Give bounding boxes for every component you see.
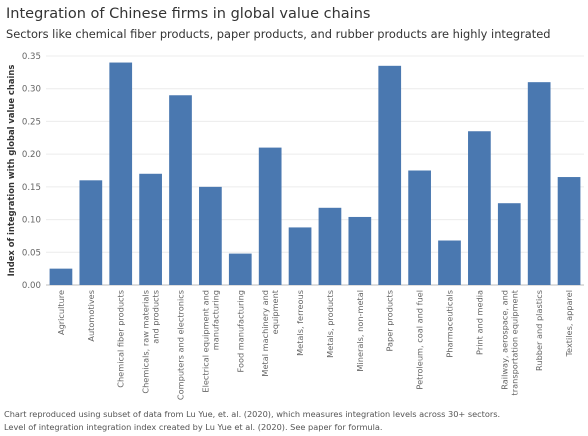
bar <box>318 207 342 285</box>
y-tick-label: 0.00 <box>22 281 41 291</box>
y-tick-label: 0.05 <box>22 248 41 258</box>
bar <box>497 203 521 285</box>
x-tick-label: Paper products <box>385 290 395 352</box>
footnote-source: Chart reproduced using subset of data fr… <box>4 409 501 419</box>
x-tick-label: Railway, aerospace, and <box>499 290 509 390</box>
bar <box>438 240 461 285</box>
bar <box>228 253 252 285</box>
x-tick-label: Print and media <box>474 290 484 355</box>
bar <box>348 216 372 285</box>
x-tick-label: manufacturing <box>210 290 220 350</box>
bar <box>378 65 402 285</box>
y-tick-label: 0.35 <box>22 52 41 62</box>
x-tick-label: Metals, ferreous <box>295 290 305 356</box>
bar <box>408 170 431 285</box>
y-tick-label: 0.15 <box>22 183 41 193</box>
y-tick-label: 0.20 <box>22 150 41 160</box>
y-axis-title: Index of integration with global value c… <box>6 65 16 277</box>
bar <box>169 95 192 285</box>
x-tick-label: Automotives <box>86 290 96 342</box>
bar <box>139 173 162 285</box>
bar <box>557 177 581 285</box>
footnote-method: Level of integration integration index c… <box>4 422 383 432</box>
x-tick-label: Pharmaceuticals <box>445 290 455 358</box>
x-tick-label: Chemical fiber products <box>116 290 126 388</box>
y-tick-label: 0.10 <box>22 216 41 226</box>
chart-subtitle: Sectors like chemical fiber products, pa… <box>6 27 551 41</box>
x-tick-label: equipment <box>270 289 280 334</box>
bar <box>288 227 312 285</box>
bar <box>199 186 222 285</box>
x-tick-label: Computers and electronics <box>176 290 186 400</box>
y-tick-label: 0.25 <box>22 117 41 127</box>
bar <box>109 62 133 285</box>
x-tick-label: Petroleum, coal and fuel <box>415 290 425 390</box>
bar <box>527 82 551 286</box>
x-tick-label: Minerals, non-metal <box>355 290 365 372</box>
bar <box>49 268 73 285</box>
y-tick-label: 0.30 <box>22 85 41 95</box>
chart-title: Integration of Chinese firms in global v… <box>6 6 371 22</box>
x-tick-label: Chemicals, raw materials <box>141 290 151 394</box>
x-tick-label: Agriculture <box>56 290 66 335</box>
x-tick-label: transportation equipment <box>509 289 519 395</box>
bar <box>79 180 103 285</box>
x-tick-label: Food manufacturing <box>235 290 245 372</box>
x-tick-label: Rubber and plastics <box>534 290 544 371</box>
x-tick-label: Metal machinery and <box>260 290 270 377</box>
bar-chart: 0.00 0.05 0.10 0.15 0.20 0.25 0.30 0.35 Index of… <box>6 52 584 400</box>
x-tick-label: Textiles, apparel <box>564 290 574 358</box>
bar <box>468 131 491 285</box>
x-tick-label: and products <box>151 290 161 344</box>
x-tick-label: Metals, products <box>325 290 335 358</box>
bar <box>258 147 282 285</box>
x-tick-label: Electrical equipment and <box>200 290 210 393</box>
